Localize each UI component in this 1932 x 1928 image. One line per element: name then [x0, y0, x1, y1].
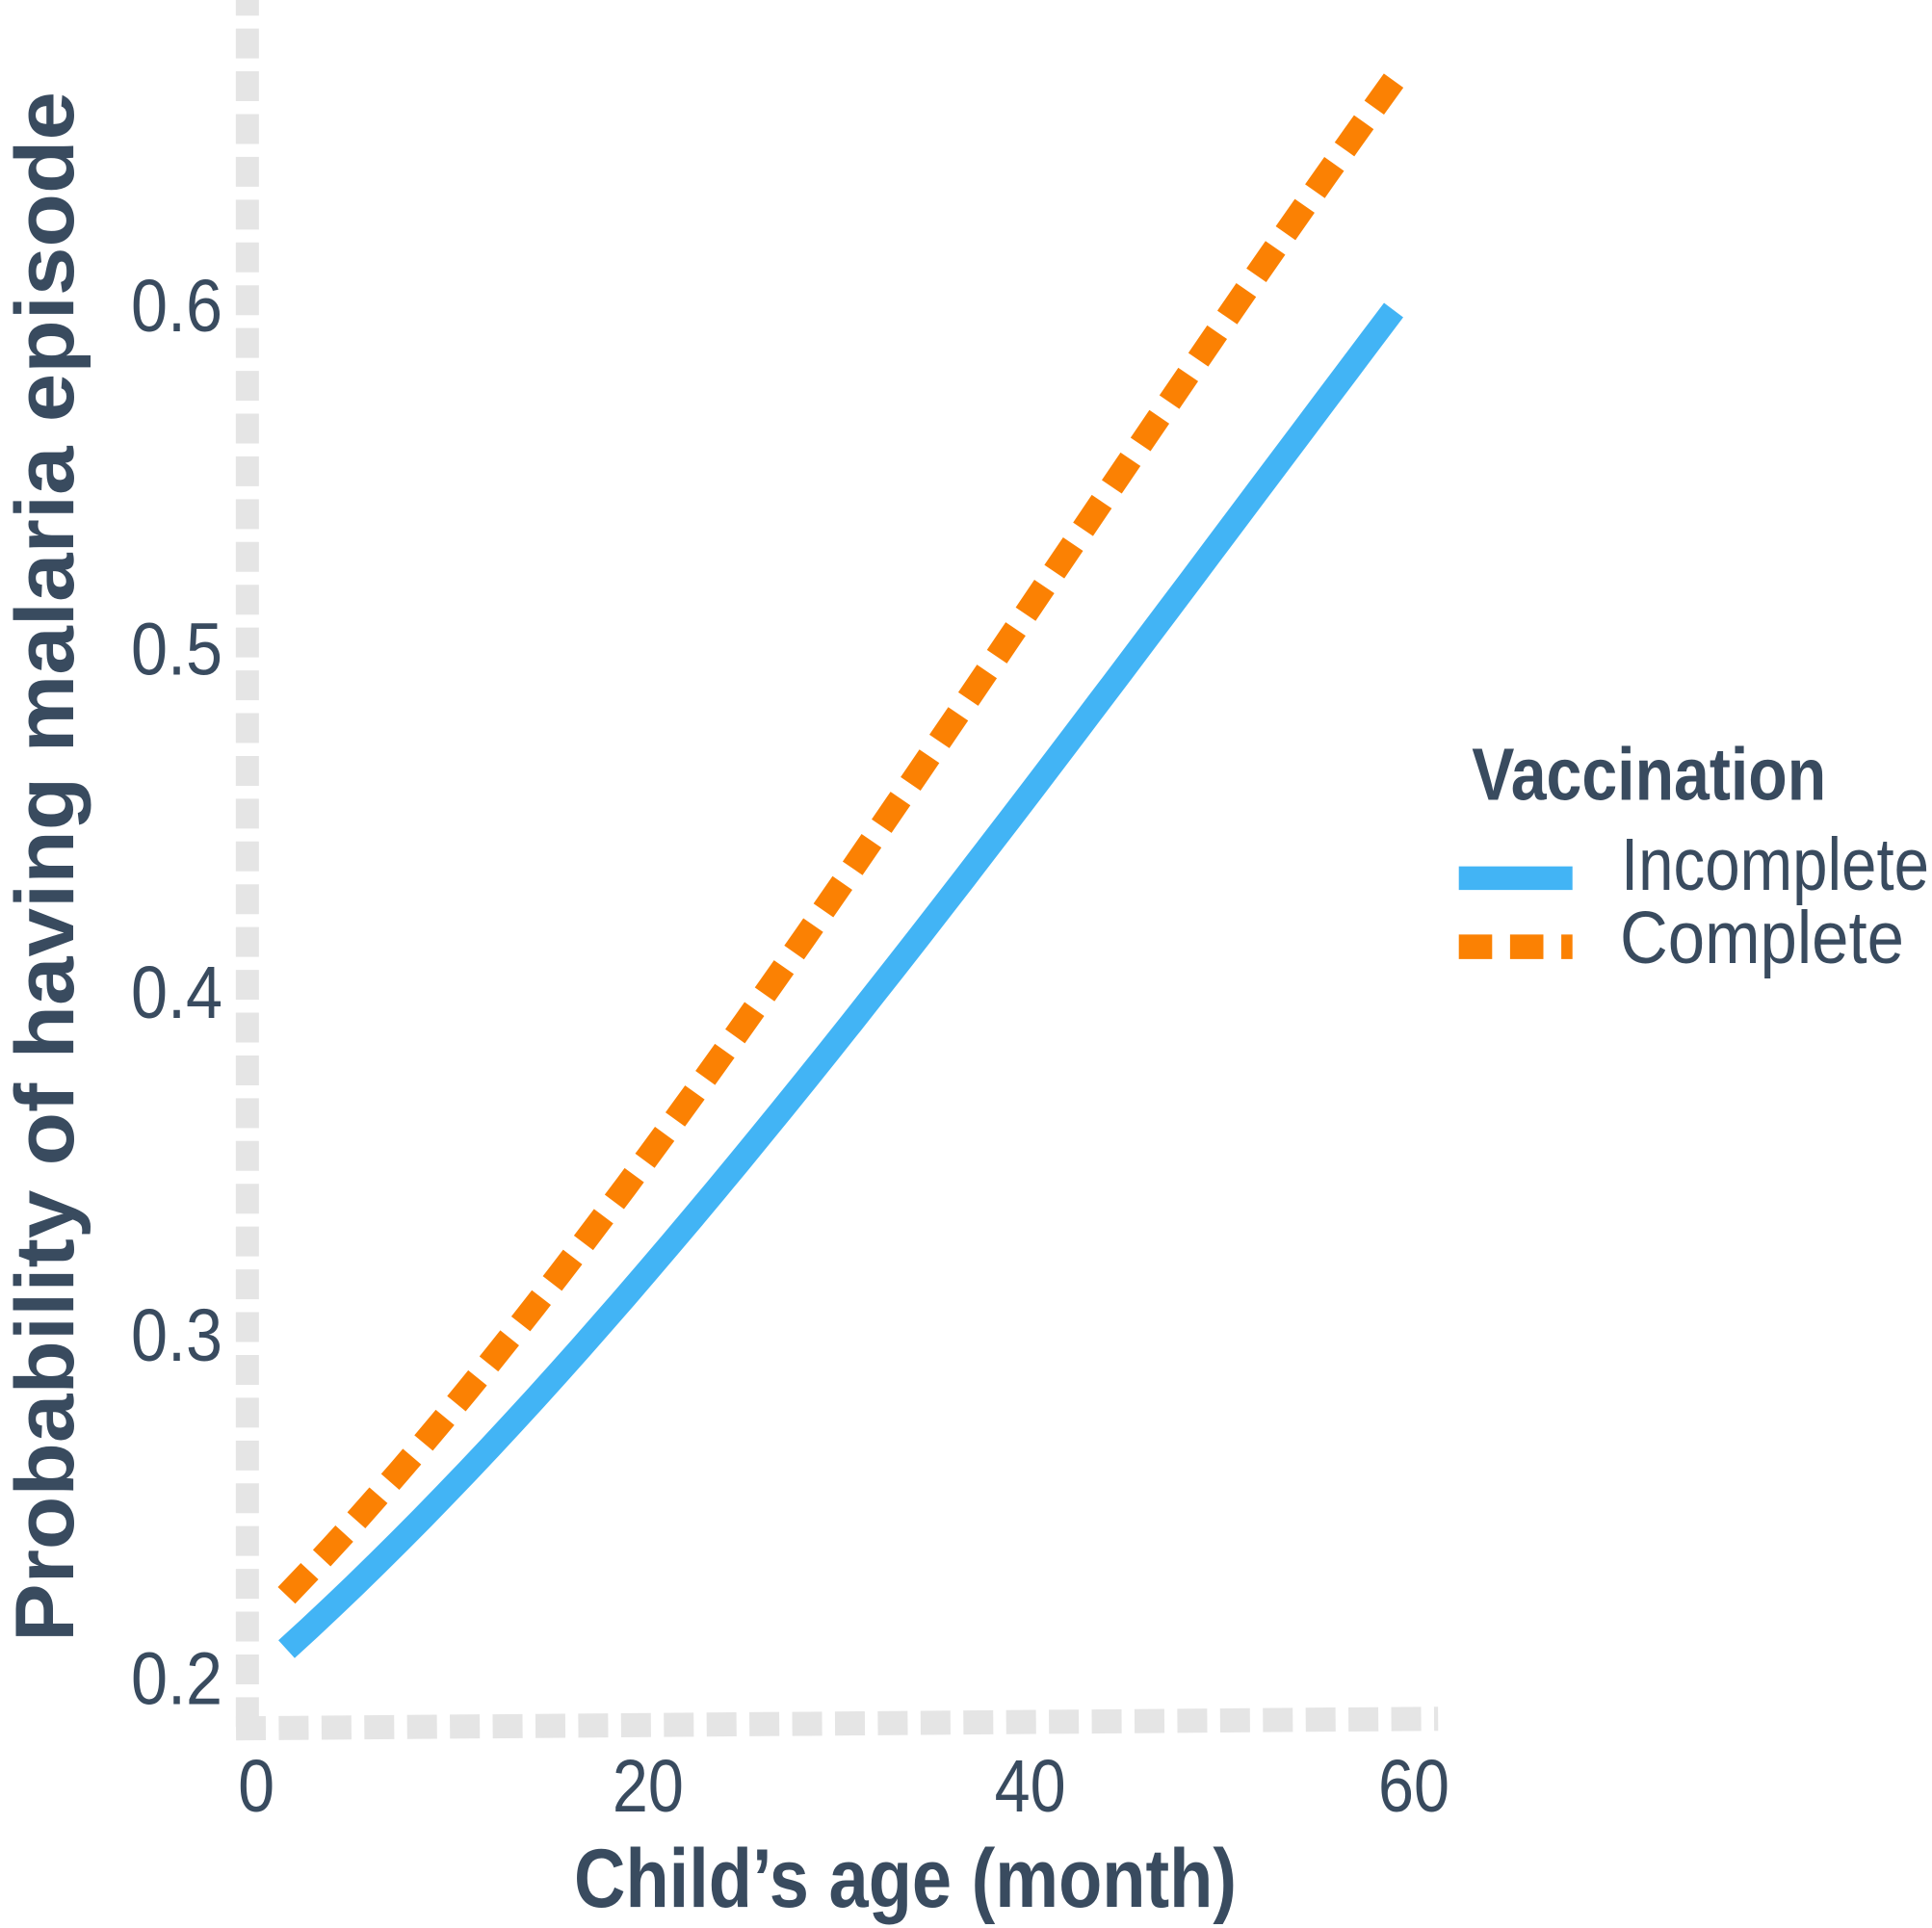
svg-text:0.2: 0.2 — [131, 1638, 222, 1721]
svg-text:Probability of having malaria: Probability of having malaria episode — [0, 91, 91, 1642]
svg-text:0: 0 — [238, 1745, 274, 1828]
svg-text:40: 40 — [995, 1745, 1066, 1828]
svg-text:0.3: 0.3 — [131, 1294, 222, 1377]
svg-text:60: 60 — [1378, 1745, 1449, 1828]
svg-text:0.5: 0.5 — [131, 608, 222, 690]
svg-text:Complete: Complete — [1620, 897, 1904, 979]
svg-text:Incomplete: Incomplete — [1621, 823, 1929, 906]
svg-text:20: 20 — [613, 1745, 684, 1828]
svg-text:Child’s age (month): Child’s age (month) — [574, 1833, 1237, 1925]
svg-text:Vaccination: Vaccination — [1472, 734, 1826, 817]
svg-text:0.4: 0.4 — [131, 951, 222, 1034]
svg-text:0.6: 0.6 — [131, 265, 222, 348]
